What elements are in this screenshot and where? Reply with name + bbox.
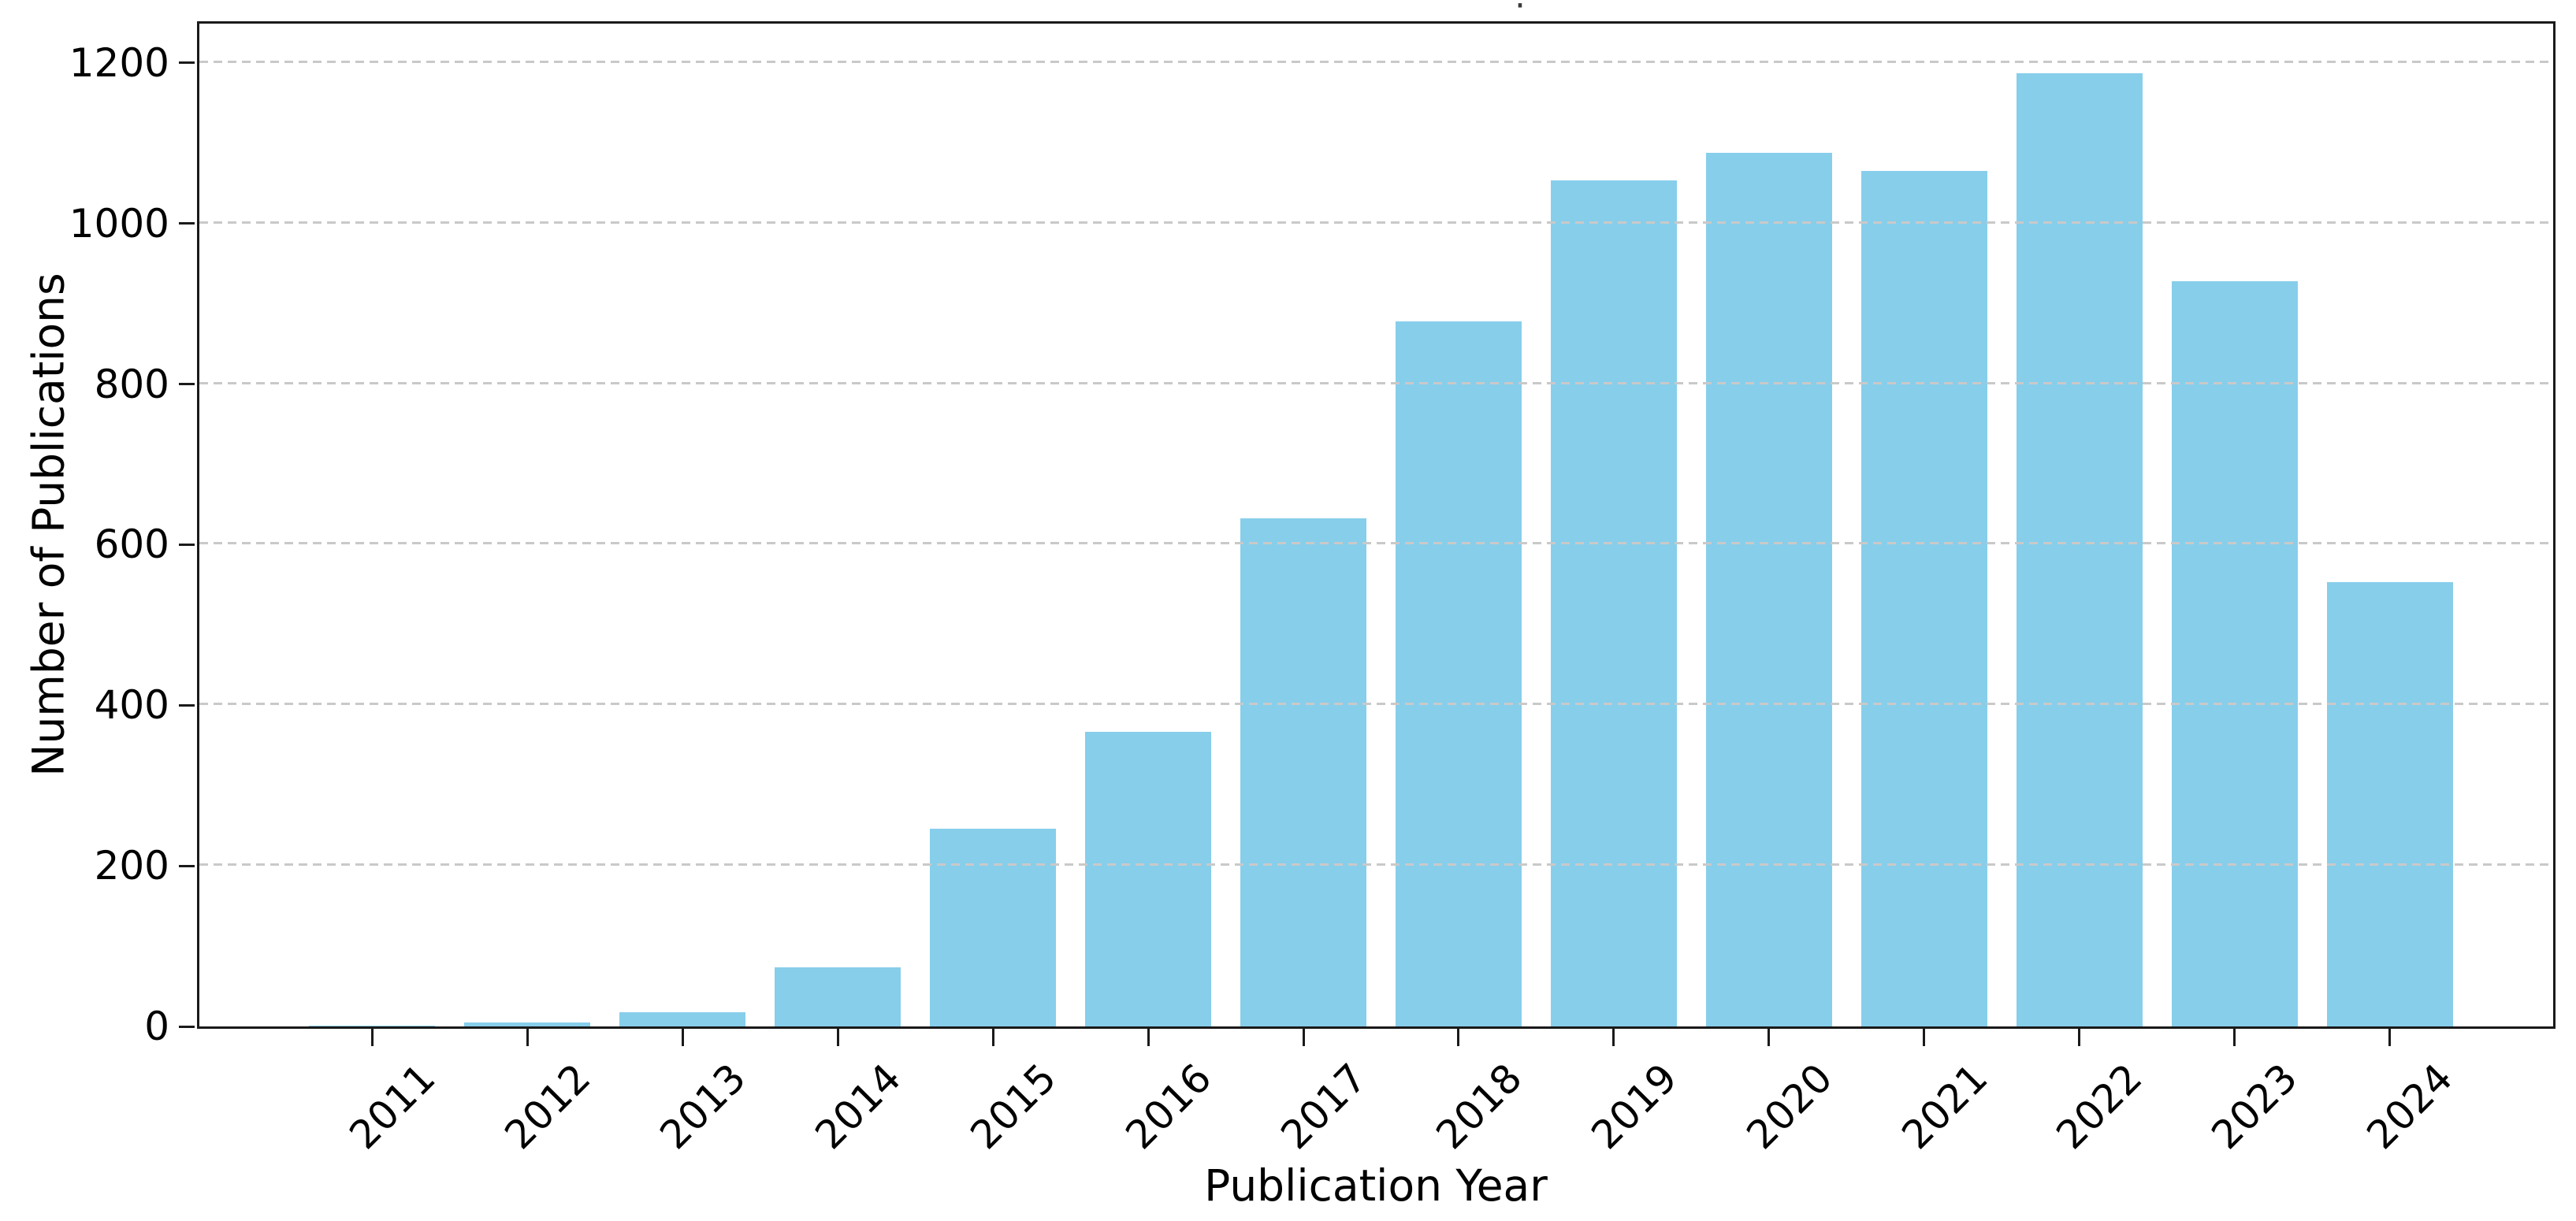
x-tick-2012 (526, 1029, 529, 1046)
x-tick-label-2022: 2022 (2047, 1055, 2151, 1159)
y-tick-label-400: 400 (94, 682, 169, 729)
y-tick-0 (179, 1025, 195, 1028)
x-tick-label-2024: 2024 (2358, 1055, 2462, 1159)
x-tick-2013 (681, 1029, 684, 1046)
x-tick-2022 (2078, 1029, 2081, 1046)
x-tick-2014 (836, 1029, 839, 1046)
bar-2013 (619, 1011, 746, 1026)
x-tick-label-2017: 2017 (1272, 1055, 1376, 1159)
x-tick-2020 (1768, 1029, 1771, 1046)
x-tick-2016 (1147, 1029, 1150, 1046)
y-tick-label-0: 0 (144, 1004, 169, 1049)
y-tick-600 (179, 543, 195, 546)
y-tick-label-200: 200 (94, 843, 169, 889)
x-tick-label-2020: 2020 (1738, 1055, 1842, 1159)
x-tick-2021 (1923, 1029, 1926, 1046)
gridline-1200 (199, 60, 2553, 63)
x-tick-2018 (1457, 1029, 1460, 1046)
x-tick-2019 (1612, 1029, 1615, 1046)
x-tick-label-2011: 2011 (340, 1055, 444, 1159)
y-tick-label-600: 600 (94, 521, 169, 568)
bar-2012 (464, 1022, 591, 1026)
gridline-600 (199, 542, 2553, 545)
bar-2022 (2016, 73, 2143, 1026)
bar-2014 (775, 967, 901, 1026)
x-tick-label-2023: 2023 (2202, 1055, 2307, 1159)
x-tick-label-2018: 2018 (1427, 1055, 1531, 1159)
gridline-1000 (199, 221, 2553, 224)
plot-area (197, 21, 2556, 1029)
x-tick-label-2012: 2012 (496, 1055, 600, 1159)
bar-2024 (2326, 582, 2453, 1026)
x-tick-2011 (370, 1029, 374, 1046)
x-tick-2024 (2388, 1029, 2392, 1046)
gridline-400 (199, 703, 2553, 706)
bar-2023 (2171, 281, 2298, 1026)
x-tick-label-2016: 2016 (1117, 1055, 1221, 1159)
x-tick-2023 (2233, 1029, 2236, 1046)
x-tick-label-2021: 2021 (1892, 1055, 1996, 1159)
bar-2018 (1395, 321, 1522, 1026)
y-tick-label-1200: 1200 (69, 39, 169, 86)
x-tick-label-2019: 2019 (1582, 1055, 1686, 1159)
bar-2020 (1705, 153, 1832, 1026)
x-tick-2017 (1302, 1029, 1305, 1046)
y-tick-1000 (179, 222, 195, 225)
y-tick-1200 (179, 61, 195, 65)
y-tick-label-800: 800 (94, 361, 169, 407)
gridline-200 (199, 863, 2553, 867)
gridline-800 (199, 381, 2553, 384)
y-tick-label-1000: 1000 (69, 200, 169, 247)
bar-2021 (1860, 170, 1987, 1026)
x-tick-label-2015: 2015 (961, 1055, 1065, 1159)
bar-2016 (1085, 731, 1212, 1026)
y-tick-800 (179, 383, 195, 386)
bar-2019 (1550, 180, 1677, 1026)
bar-2017 (1240, 518, 1367, 1026)
y-tick-200 (179, 864, 195, 867)
chart-title-mark: · (1515, 0, 1526, 26)
bar-2015 (930, 829, 1057, 1026)
x-tick-label-2013: 2013 (651, 1055, 755, 1159)
x-axis-title: Publication Year (1204, 1160, 1548, 1211)
y-tick-400 (179, 703, 195, 707)
x-tick-2015 (991, 1029, 994, 1046)
x-tick-label-2014: 2014 (806, 1055, 910, 1159)
